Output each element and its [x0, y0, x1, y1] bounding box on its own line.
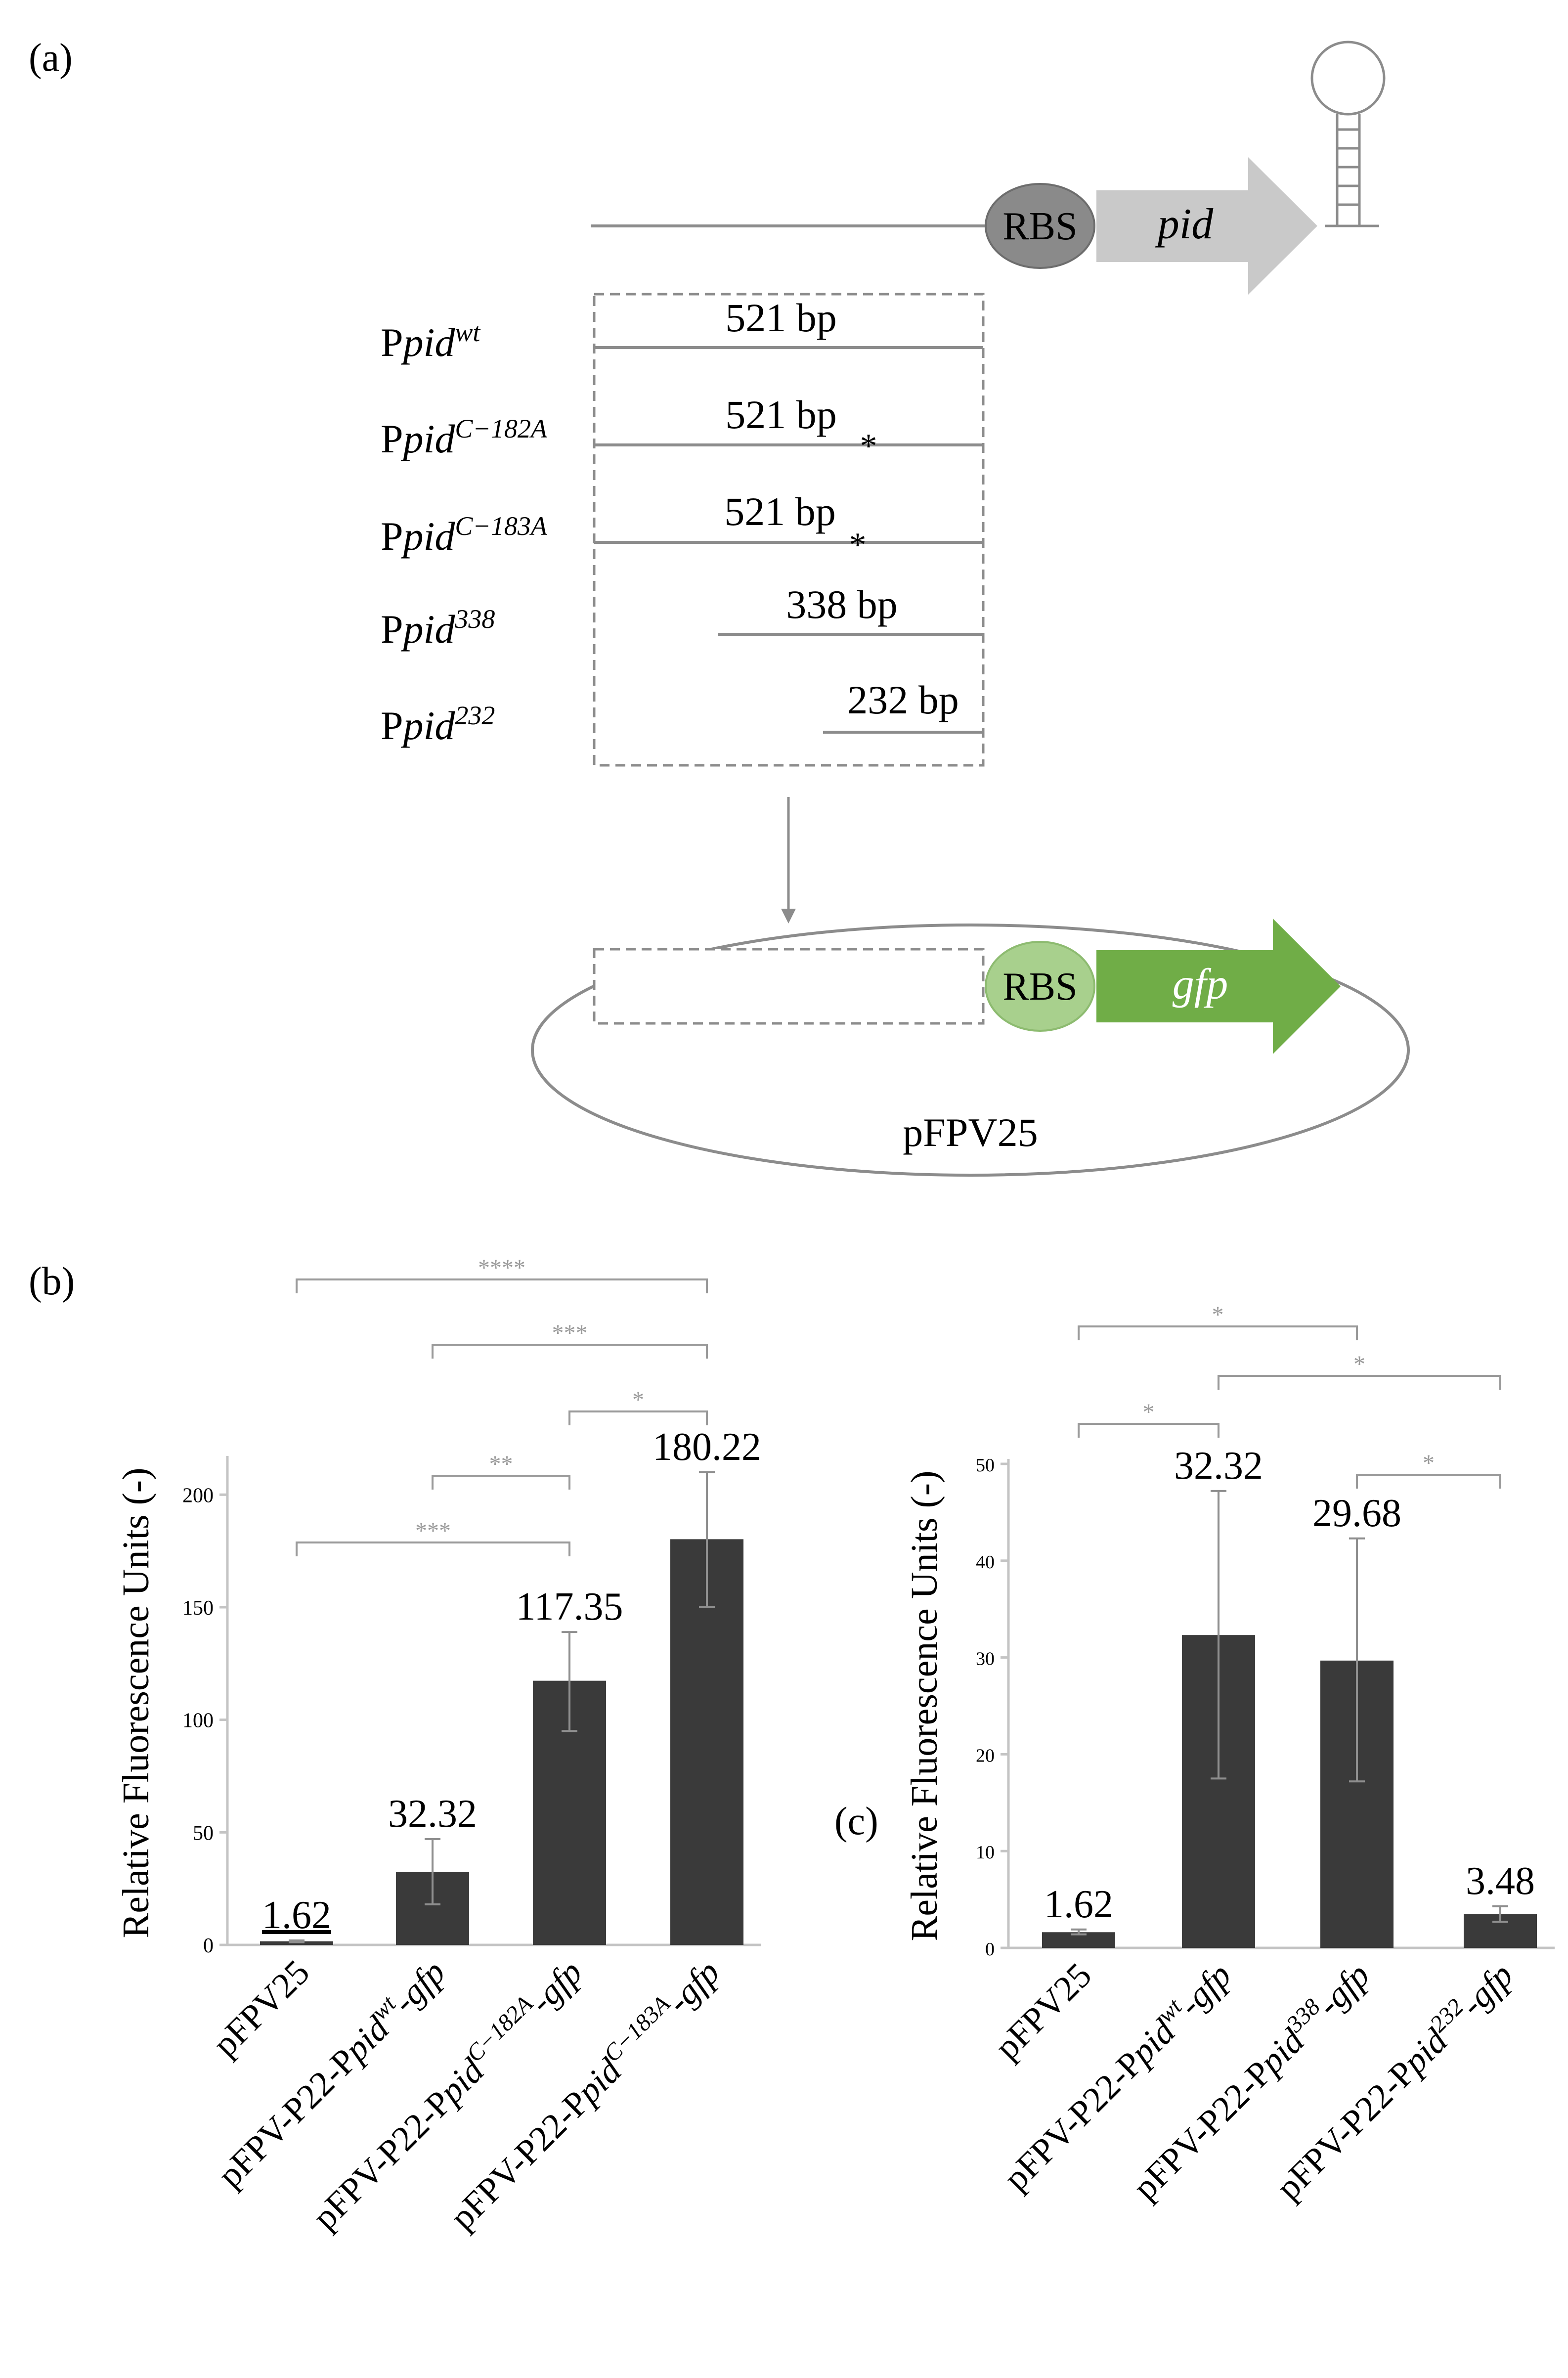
pid-gene-label: pid [1155, 200, 1214, 248]
cloning-arrow-icon [781, 797, 796, 924]
fragment-name: Ppidwt [381, 317, 481, 365]
value-label: 1.62 [1044, 1883, 1113, 1926]
fragment-name: PpidC−182A [381, 414, 548, 461]
y-tick-label: 30 [976, 1649, 995, 1670]
panel-label-c: (c) [834, 1800, 878, 1843]
mutation-asterisk: * [849, 526, 867, 564]
significance-bracket [432, 1475, 570, 1490]
fragment-row: PpidC−182A 521 bp * [381, 392, 983, 465]
significance-bracket [296, 1278, 708, 1293]
y-axis-label: Relative Fluorescence Units (-) [115, 1468, 157, 1938]
fragment-length: 521 bp [725, 295, 837, 340]
significance-bracket [1078, 1325, 1358, 1340]
pid-gene-arrow [1096, 157, 1317, 295]
significance-bracket [1218, 1375, 1501, 1390]
value-label: 32.32 [388, 1792, 477, 1836]
fragment-length: 521 bp [724, 489, 836, 534]
significance-label: * [1143, 1399, 1155, 1425]
y-tick-label: 0 [985, 1939, 995, 1960]
value-label: 1.62 [262, 1894, 331, 1937]
mutation-asterisk: * [860, 427, 877, 465]
y-tick-label: 0 [203, 1935, 214, 1957]
fragment-name: Ppid232 [381, 701, 495, 748]
category-label: pFPV-P22-Ppidwt-gfp [208, 1950, 453, 2196]
rbs-bottom-label: RBS [1002, 965, 1077, 1009]
y-tick-label: 10 [976, 1842, 995, 1863]
category-label: pFPV25 [987, 1955, 1099, 2067]
fragment-row: Ppid232 232 bp [381, 677, 983, 748]
significance-bracket [296, 1541, 570, 1556]
fragment-length: 338 bp [786, 582, 898, 627]
panel-label-b: (b) [29, 1260, 75, 1303]
rbs-bottom [985, 941, 1095, 1032]
y-tick-label: 40 [976, 1552, 995, 1573]
fragment-name: Ppid338 [381, 604, 495, 652]
significance-label: * [632, 1387, 644, 1413]
chart-c: 0 10 20 30 40 50 Relative Fluorescence Units (… [904, 1302, 1555, 2207]
category-label: pFPV-P22-PpidC−182A-gfp [303, 1950, 590, 2238]
fragment-row: Ppidwt 521 bp [381, 295, 983, 365]
y-tick-label: 50 [193, 1822, 214, 1845]
terminator-hairpin-icon [1310, 41, 1386, 227]
fragment-length: 232 bp [847, 677, 959, 722]
y-axis-label: Relative Fluorescence Units (-) [904, 1471, 945, 1941]
value-label: 32.32 [1174, 1444, 1263, 1488]
plasmid-backbone [531, 924, 1410, 1177]
significance-label: * [1212, 1302, 1224, 1328]
plasmid-label: pFPV25 [903, 1110, 1038, 1155]
chart-b: 0 50 100 150 200 Relative Fluorescence Units … [115, 1255, 761, 2237]
significance-bracket [432, 1344, 708, 1359]
value-label: 3.48 [1466, 1859, 1535, 1903]
gfp-gene-arrow [1096, 919, 1341, 1054]
category-label: pFPV-P22-Ppidwt-gfp [994, 1953, 1239, 2199]
significance-label: * [1353, 1351, 1365, 1377]
y-tick-label: 20 [976, 1745, 995, 1766]
significance-label: **** [478, 1255, 525, 1281]
significance-label: *** [552, 1320, 588, 1346]
fragment-name: PpidC−183A [381, 511, 548, 559]
gfp-gene-label: gfp [1173, 961, 1228, 1009]
y-tick-label: 200 [182, 1484, 214, 1507]
category-label: pFPV-P22-Ppid232-gfp [1266, 1953, 1521, 2207]
rbs-top [985, 183, 1095, 269]
insert-site-box [593, 948, 985, 1025]
rbs-top-label: RBS [1002, 205, 1077, 248]
significance-label: * [1423, 1450, 1435, 1476]
y-tick-label: 50 [976, 1455, 995, 1476]
fragment-box [593, 293, 985, 767]
significance-bracket [568, 1410, 708, 1425]
panel-label-a: (a) [29, 36, 73, 80]
y-tick-label: 150 [182, 1597, 214, 1620]
significance-label: *** [415, 1518, 451, 1544]
significance-bracket [1078, 1423, 1220, 1438]
category-label: pFPV-P22-Ppid338-gfp [1123, 1953, 1377, 2207]
category-label: pFPV25 [205, 1952, 317, 2064]
fragment-length: 521 bp [725, 392, 837, 437]
value-label: 117.35 [516, 1585, 623, 1629]
significance-bracket [1356, 1474, 1501, 1489]
fragment-row: PpidC−183A 521 bp * [381, 489, 983, 564]
value-label: 180.22 [653, 1425, 761, 1469]
value-label: 29.68 [1312, 1492, 1401, 1535]
y-tick-label: 100 [182, 1710, 214, 1732]
construct-diagram: pid RBS Ppidwt 521 bp PpidC−182A 521 bp … [381, 41, 1410, 1177]
fragment-row: Ppid338 338 bp [381, 582, 983, 652]
category-label: pFPV-P22-PpidC−183A-gfp [440, 1950, 728, 2238]
significance-label: ** [489, 1451, 513, 1477]
